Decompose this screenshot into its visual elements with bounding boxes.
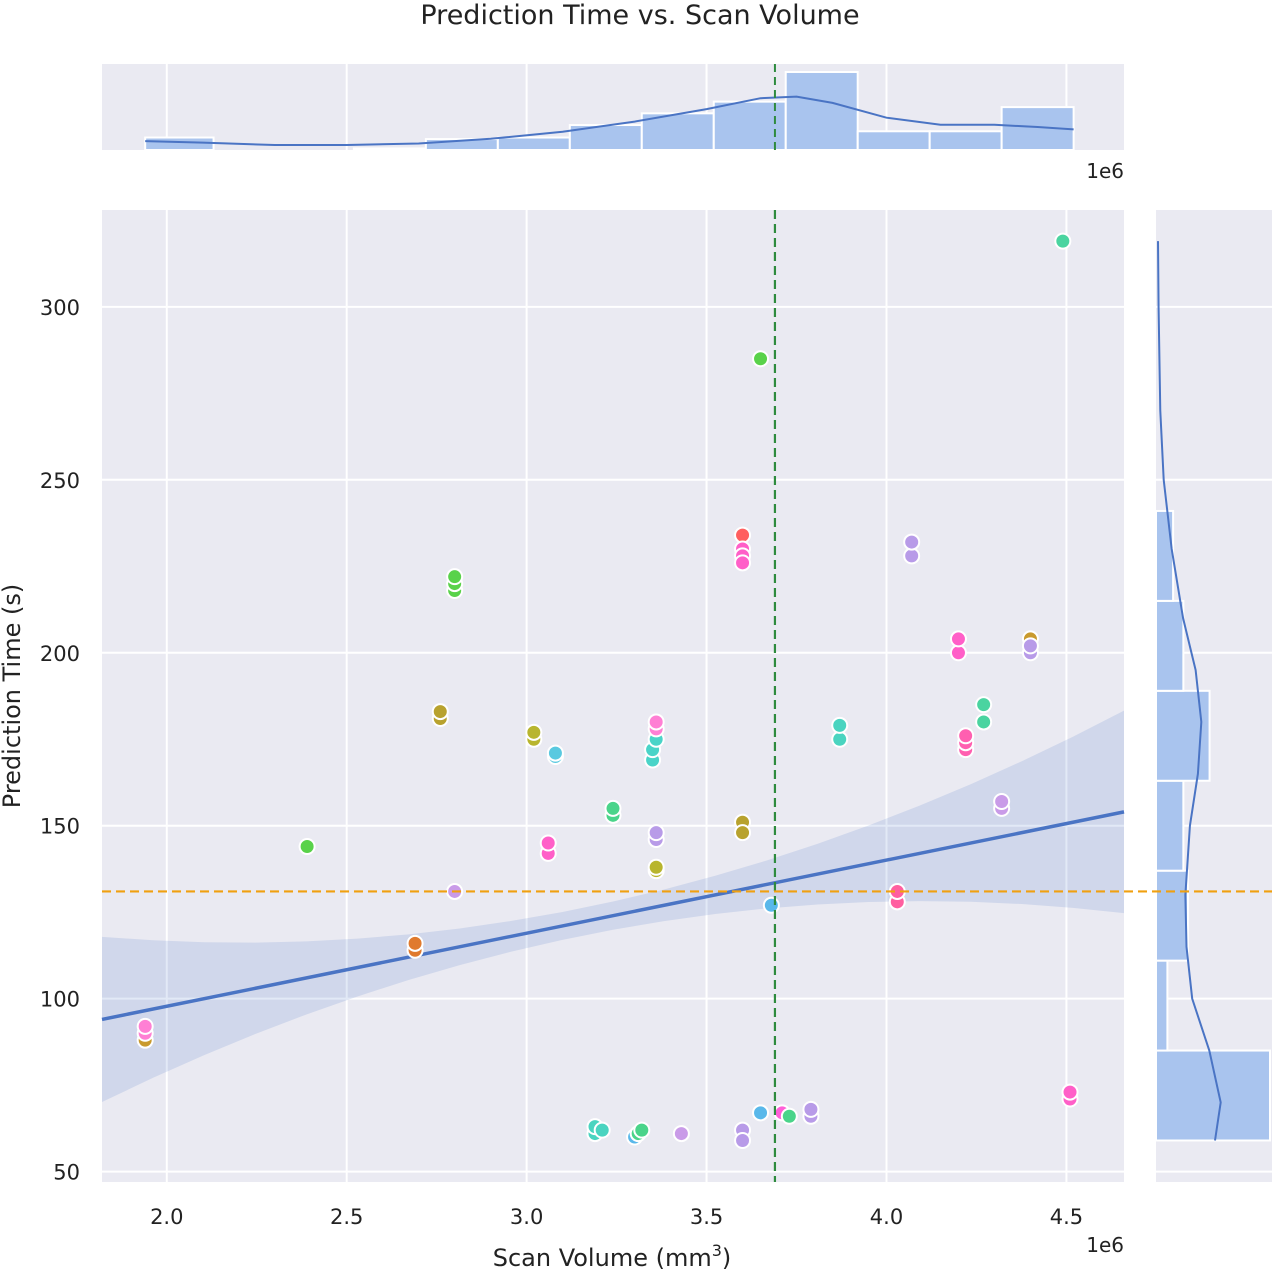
x-tick-label: 4.5 — [1050, 1205, 1083, 1229]
data-point — [136, 1017, 154, 1035]
x-tick-label: 3.0 — [510, 1205, 543, 1229]
y-tick-label: 250 — [40, 469, 80, 493]
data-point — [672, 1125, 690, 1143]
x-offset-label: 1e6 — [1086, 1233, 1124, 1257]
regression-line — [101, 810, 1125, 1022]
data-point — [734, 1131, 752, 1149]
main-panel: 2.0 2.5 3.0 3.5 4.0 4.5 50 100 150 200 250 300 — [40, 210, 1125, 1229]
x-axis-label-superscript: 3 — [712, 1241, 722, 1260]
right-marginal-panel — [1155, 210, 1272, 1182]
x-tick-labels: 2.0 2.5 3.0 3.5 4.0 4.5 — [150, 1205, 1083, 1229]
data-point — [831, 730, 849, 748]
right-hist-bar — [1155, 509, 1175, 602]
data-point — [298, 837, 316, 855]
x-tick-label: 3.5 — [690, 1205, 723, 1229]
right-hist-bar — [1155, 869, 1189, 962]
y-tick-labels: 50 100 150 200 250 300 — [40, 296, 80, 1185]
right-kde-curve — [1157, 241, 1222, 1141]
data-point — [1021, 637, 1039, 655]
data-point — [539, 834, 557, 852]
x-tick-label: 4.0 — [870, 1205, 903, 1229]
right-marginal-grid — [1156, 305, 1272, 1173]
x-axis-label-base: Scan Volume (mm — [493, 1244, 712, 1272]
chart-title: Prediction Time vs. Scan Volume — [420, 0, 859, 31]
data-point — [734, 554, 752, 572]
data-point — [734, 824, 752, 842]
data-point — [780, 1107, 798, 1125]
top-kde-curve — [145, 95, 1074, 146]
right-hist-bar — [1155, 779, 1185, 872]
data-point — [957, 727, 975, 745]
data-point — [993, 793, 1011, 811]
top-hist-bar — [928, 130, 1003, 151]
y-axis-label: Prediction Time (s) — [0, 584, 26, 808]
y-tick-label: 200 — [40, 642, 80, 666]
data-point — [949, 644, 967, 662]
main-plot-background — [102, 210, 1124, 1182]
main-grid — [102, 210, 1124, 1182]
data-point — [525, 723, 543, 741]
top-hist-bar — [784, 71, 859, 151]
data-point — [446, 568, 464, 586]
x-axis-label-close: ) — [722, 1244, 731, 1272]
right-hist-bar — [1155, 689, 1211, 782]
scatter-points — [136, 232, 1079, 1149]
data-point — [752, 1104, 770, 1122]
y-tick-label: 50 — [53, 1161, 80, 1185]
x-tick-label: 2.0 — [150, 1205, 183, 1229]
data-point — [975, 713, 993, 731]
data-point — [903, 547, 921, 565]
data-point — [633, 1121, 651, 1139]
top-hist-bar — [496, 136, 571, 152]
data-point — [975, 696, 993, 714]
data-point — [1061, 1083, 1079, 1101]
data-point — [734, 526, 752, 544]
x-tick-label: 2.5 — [330, 1205, 363, 1229]
data-point — [949, 630, 967, 648]
data-point — [546, 744, 564, 762]
top-marginal-panel: 1e6 — [102, 64, 1124, 183]
data-point — [647, 824, 665, 842]
data-point — [831, 716, 849, 734]
top-offset-label: 1e6 — [1086, 159, 1124, 183]
right-hist-bar — [1155, 959, 1169, 1052]
y-tick-label: 300 — [40, 296, 80, 320]
data-point — [647, 713, 665, 731]
top-hist-bar — [856, 130, 931, 151]
data-point — [604, 799, 622, 817]
top-hist-bar — [144, 136, 215, 152]
data-point — [1054, 232, 1072, 250]
data-point — [647, 858, 665, 876]
top-hist-bar — [1000, 106, 1075, 151]
data-point — [431, 703, 449, 721]
right-hist-bar — [1155, 599, 1185, 692]
data-point — [406, 934, 424, 952]
data-point — [762, 896, 780, 914]
data-point — [752, 350, 770, 368]
top-hist-bar — [352, 147, 427, 152]
y-tick-label: 150 — [40, 815, 80, 839]
data-point — [802, 1100, 820, 1118]
y-tick-label: 100 — [40, 988, 80, 1012]
x-axis-label: Scan Volume (mm3) — [493, 1241, 732, 1272]
regression-confidence-band — [102, 710, 1124, 1103]
data-point — [593, 1121, 611, 1139]
data-point — [903, 533, 921, 551]
